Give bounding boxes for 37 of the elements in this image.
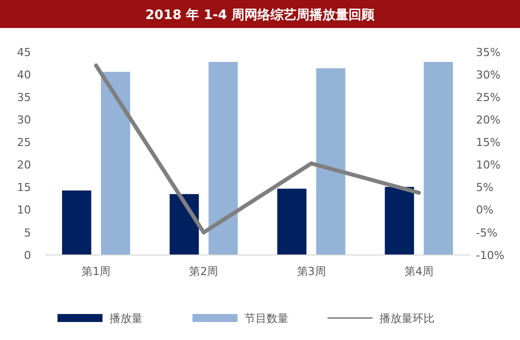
chart-title: 2018 年 1-4 周网络综艺周播放量回顾	[145, 7, 376, 23]
y2-tick-label: -5%	[476, 226, 498, 240]
bar	[384, 186, 414, 255]
y-tick-label: 35	[17, 90, 31, 104]
legend-label: 播放量环比	[380, 312, 434, 325]
y-tick-label: 15	[17, 181, 31, 194]
y-tick-label: 40	[17, 68, 31, 82]
bar	[100, 72, 130, 255]
y2-tick-label: 10%	[476, 158, 500, 172]
y2-tick-label: 20%	[476, 114, 500, 127]
bar	[62, 190, 92, 255]
y-tick-label: 20	[17, 158, 31, 172]
bar	[316, 68, 346, 255]
bar	[208, 62, 238, 255]
y-tick-label: 10	[17, 204, 31, 217]
y2-tick-label: 5%	[476, 181, 494, 194]
bar	[170, 194, 199, 255]
bar	[277, 188, 306, 255]
y2-tick-label: 35%	[476, 46, 500, 59]
x-tick-label: 第3周	[296, 265, 326, 278]
legend-label: 播放量	[110, 312, 142, 325]
line-series	[94, 64, 421, 234]
y2-tick-label: 25%	[476, 90, 500, 104]
legend-label: 节目数量	[244, 312, 288, 325]
bar	[424, 62, 453, 255]
y-tick-label: 45	[17, 46, 31, 59]
y-tick-label: 25	[17, 136, 31, 150]
x-tick-label: 第4周	[404, 265, 434, 278]
y2-tick-label: 15%	[476, 136, 500, 150]
x-tick-label: 第1周	[82, 265, 111, 278]
y2-tick-label: 0%	[476, 204, 494, 217]
y-tick-label: 30	[17, 114, 31, 127]
y2-tick-label: 30%	[476, 68, 500, 82]
y-tick-label: 0	[24, 248, 31, 262]
y2-tick-label: -10%	[476, 248, 504, 262]
y-tick-label: 5	[24, 226, 31, 240]
x-tick-label: 第2周	[189, 265, 218, 278]
